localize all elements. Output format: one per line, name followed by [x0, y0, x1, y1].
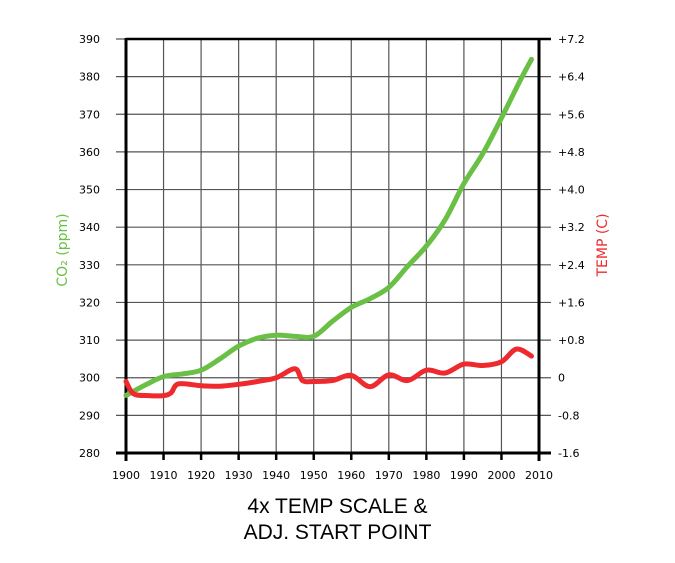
y-right-tick-label: +2.4 — [558, 259, 585, 272]
y-right-tick-label: +4.8 — [558, 146, 585, 159]
y-right-tick-label: 0 — [558, 372, 565, 385]
y-left-tick-label: 390 — [79, 33, 100, 46]
y-left-tick-label: 340 — [79, 221, 100, 234]
y-right-tick-label: +0.8 — [558, 334, 585, 347]
y-right-tick-label: +1.6 — [558, 296, 585, 309]
x-tick-label: 1960 — [337, 469, 365, 482]
x-tick-label: 1920 — [187, 469, 215, 482]
tick-labels: 1900 1910 1920 1930 1940 1950 1960 1970 1980 1990… — [79, 33, 585, 482]
y-left-tick-label: 320 — [79, 296, 100, 309]
y-left-tick-label: 330 — [79, 259, 100, 272]
y-axis-label-right: TEMP (C) — [595, 213, 611, 277]
y-left-tick-label: 290 — [79, 409, 100, 422]
title-line-2: ADJ. START POINT — [243, 521, 432, 544]
x-tick-label: 1910 — [150, 469, 178, 482]
y-right-tick-label: +4.0 — [558, 184, 585, 197]
y-left-tick-label: 360 — [79, 146, 100, 159]
x-tick-label: 1990 — [450, 469, 478, 482]
x-tick-label: 2000 — [487, 469, 515, 482]
y-right-tick-label: +7.2 — [558, 33, 585, 46]
grid — [116, 38, 551, 454]
x-tick-label: 1950 — [300, 469, 328, 482]
y-axis-label-left: CO₂ (ppm) — [55, 213, 71, 286]
x-tick-label: 1980 — [412, 469, 440, 482]
y-left-tick-label: 280 — [79, 447, 100, 460]
y-left-tick-label: 350 — [79, 184, 100, 197]
series-lines — [123, 56, 534, 399]
y-right-tick-label: +6.4 — [558, 71, 585, 84]
x-tick-label: 1930 — [225, 469, 253, 482]
y-right-tick-label: -1.6 — [558, 447, 579, 460]
axes — [116, 37, 551, 461]
y-left-tick-label: 380 — [79, 71, 100, 84]
co2-series-line — [123, 56, 534, 398]
y-left-tick-label: 300 — [79, 372, 100, 385]
x-tick-label: 1970 — [375, 469, 403, 482]
y-left-tick-label: 370 — [79, 108, 100, 121]
chart-title: 4x TEMP SCALE & ADJ. START POINT — [0, 494, 675, 546]
temp-series-line — [123, 346, 534, 399]
x-tick-label: 2010 — [525, 469, 553, 482]
x-tick-label: 1900 — [112, 469, 140, 482]
title-line-1: 4x TEMP SCALE & — [247, 495, 428, 518]
x-tick-label: 1940 — [262, 469, 290, 482]
y-right-tick-label: +3.2 — [558, 221, 585, 234]
y-left-tick-label: 310 — [79, 334, 100, 347]
y-right-tick-label: +5.6 — [558, 108, 585, 121]
y-right-tick-label: -0.8 — [558, 409, 579, 422]
